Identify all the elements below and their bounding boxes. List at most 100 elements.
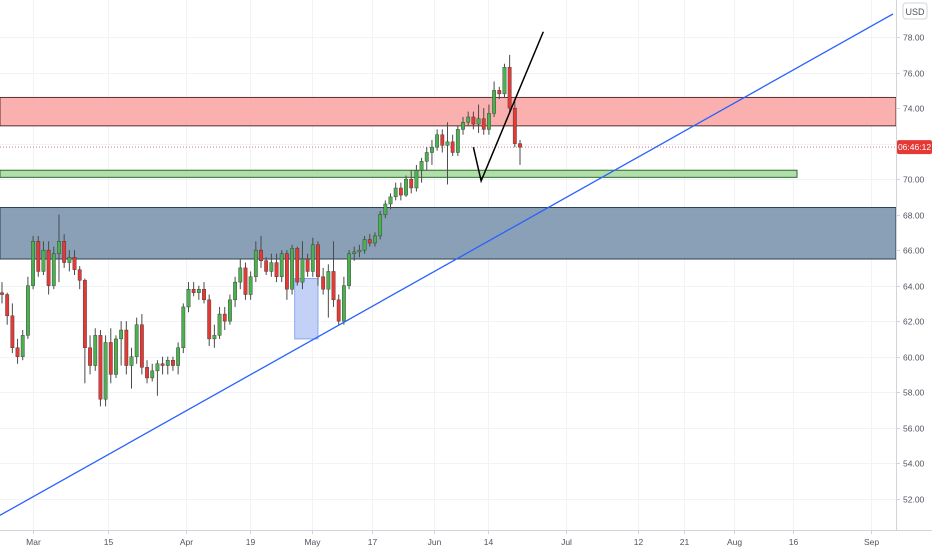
candle-up (502, 67, 507, 95)
candle (62, 234, 67, 268)
candle-down (450, 141, 455, 153)
projection-arrow[interactable] (472, 31, 545, 184)
candle (321, 267, 326, 295)
candle-up (114, 338, 118, 375)
candle-up (248, 276, 253, 295)
candle (103, 335, 108, 407)
candle (518, 140, 522, 165)
candle-up (186, 288, 191, 308)
candle-down (171, 360, 175, 366)
candle (455, 125, 460, 157)
currency-label: USD (905, 7, 925, 17)
candle-up (253, 249, 258, 277)
candle-up (424, 152, 429, 162)
drawings[interactable] (0, 13, 894, 520)
candle (326, 264, 331, 318)
candle-up (435, 134, 440, 148)
candle-down (222, 313, 227, 322)
candle (466, 111, 471, 126)
countdown-label: 06:46:12 (898, 142, 931, 152)
candle (383, 200, 388, 219)
trendline[interactable] (0, 13, 894, 520)
candle (145, 360, 149, 384)
candle-up (290, 248, 294, 290)
candle (357, 244, 362, 258)
x-tick-label: 14 (484, 537, 494, 547)
candle (202, 282, 206, 304)
x-tick-label: 21 (680, 537, 690, 547)
candle (450, 134, 455, 157)
candle (316, 241, 320, 286)
candle-up (378, 214, 383, 237)
candle-up (93, 335, 98, 366)
candle-up (492, 90, 496, 114)
candle (5, 292, 10, 325)
candle-down (285, 253, 289, 290)
zones[interactable] (0, 96, 897, 260)
candle (409, 170, 414, 194)
candle-up (134, 324, 139, 357)
candle-up (388, 196, 393, 205)
candle-up (476, 118, 481, 125)
currency-badge-box[interactable] (902, 2, 928, 20)
candle (233, 276, 237, 307)
candle (373, 232, 377, 247)
candle (305, 253, 310, 277)
candle (57, 214, 61, 283)
y-tick-label: 58.00 (903, 388, 925, 398)
x-tick-label: May (304, 537, 321, 547)
candle-up (393, 187, 398, 198)
candle (72, 250, 77, 275)
candle-down (518, 143, 522, 148)
y-tick-label: 54.00 (903, 459, 925, 469)
candle-down (305, 258, 310, 272)
green-zone[interactable] (0, 169, 798, 178)
candle-down (331, 271, 336, 301)
candle (419, 157, 424, 183)
candle-down (259, 249, 263, 261)
candle-up (155, 363, 160, 372)
y-tick-label: 76.00 (903, 69, 925, 79)
candle-down (264, 260, 269, 272)
candle-up (279, 253, 284, 277)
candle-up (310, 244, 315, 272)
blue-zone[interactable] (0, 207, 897, 260)
candle-down (139, 324, 144, 368)
candle-up (362, 239, 367, 251)
x-tick-label: Sep (864, 537, 879, 547)
candle-up (326, 271, 331, 290)
candle-up (357, 249, 362, 253)
candle (98, 330, 103, 407)
candle (191, 282, 196, 297)
candle (253, 241, 258, 283)
candle-up (341, 285, 346, 322)
candle (88, 335, 92, 375)
candle (186, 282, 191, 313)
candle (20, 330, 25, 361)
candle (492, 81, 496, 117)
x-tick-label: Jun (428, 537, 442, 547)
red-zone[interactable] (0, 96, 897, 127)
x-tick-label: 15 (104, 537, 114, 547)
candle-up (41, 249, 46, 272)
y-tick-label: 60.00 (903, 353, 925, 363)
candle-up (430, 146, 434, 153)
candle-down (481, 118, 486, 130)
x-tick-label: Mar (26, 537, 41, 547)
candle (331, 241, 336, 307)
candle-up (103, 342, 108, 400)
currency-badge[interactable]: USD (902, 2, 928, 20)
candle-down (471, 116, 476, 125)
y-tick-label: 74.00 (903, 104, 925, 114)
highlight-box[interactable] (294, 278, 319, 340)
candle-down (72, 257, 77, 270)
candle (507, 54, 512, 114)
candle (388, 193, 393, 210)
candle-up (383, 203, 388, 215)
candle-down (512, 107, 517, 144)
candle-down (0, 292, 4, 295)
candle (487, 104, 491, 135)
candle-down (145, 367, 149, 379)
